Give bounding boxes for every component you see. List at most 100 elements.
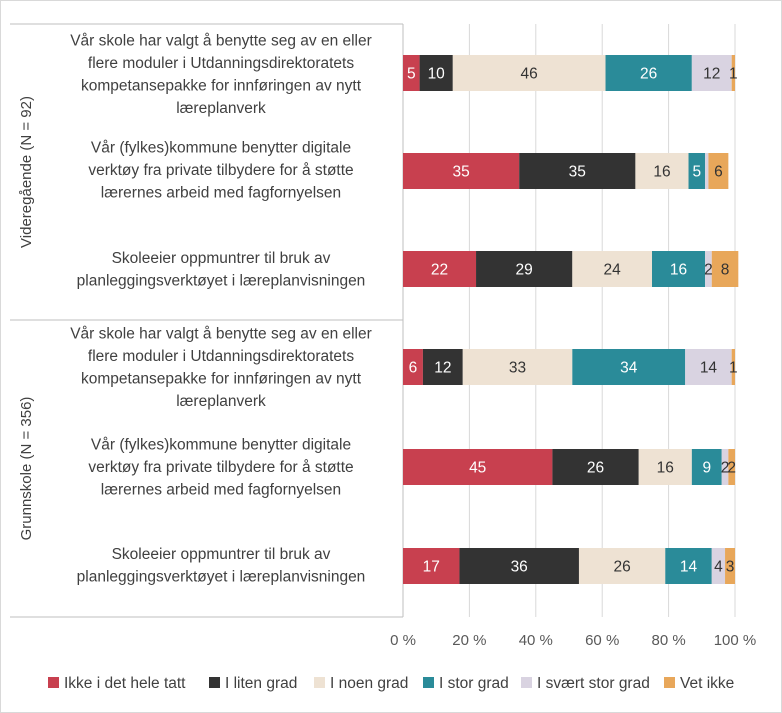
category-label-line: Skoleeier oppmuntrer til bruk av (112, 546, 331, 563)
category-label-line: Vår (fylkes)kommune benytter digitale (91, 140, 351, 157)
data-label: 26 (587, 460, 604, 477)
data-label: 29 (516, 262, 533, 279)
legend-label: I svært stor grad (537, 675, 650, 692)
bar-segment (403, 548, 460, 584)
data-label: 35 (452, 164, 469, 181)
bar-segment (459, 548, 579, 584)
legend-label: I stor grad (439, 675, 509, 692)
data-label: 1 (729, 360, 738, 377)
bar-segment (711, 251, 739, 287)
category-label-line: lærernes arbeid med fagfornyelsen (101, 185, 341, 202)
data-label: 10 (428, 66, 446, 83)
bar-segment (403, 449, 553, 485)
bar-segment (403, 153, 520, 189)
category-label-line: Vår skole har valgt å benytte seg av en … (70, 325, 372, 342)
group-label: Grunnskole (N = 356) (18, 397, 35, 541)
bar-segment (572, 349, 686, 385)
data-label: 33 (509, 360, 526, 377)
data-label: 34 (620, 360, 638, 377)
category-label-line: kompetansepakke for innføringen av nytt (81, 77, 362, 94)
data-label: 2 (727, 460, 736, 477)
category-label: Vår (fylkes)kommune benytter digitale ver… (88, 437, 353, 499)
category-label-line: planleggingsverktøyet i læreplanvisninge… (77, 568, 366, 585)
data-label: 22 (431, 262, 448, 279)
legend-swatch (209, 677, 220, 688)
category-label: Vår skole har valgt å benytte seg av en … (70, 32, 372, 117)
category-labels: Vår skole har valgt å benytte seg av en … (70, 32, 372, 585)
bar-segment (403, 55, 420, 91)
data-label: 14 (700, 360, 718, 377)
x-tick-label: 100 % (714, 632, 757, 649)
category-label-line: Vår (fylkes)kommune benytter digitale (91, 437, 351, 454)
data-label: 16 (657, 460, 674, 477)
bar-segment (605, 55, 692, 91)
bar-segment (721, 449, 729, 485)
category-label-line: planleggingsverktøyet i læreplanvisninge… (77, 272, 366, 289)
legend-label: I liten grad (225, 675, 297, 692)
data-label: 2 (721, 460, 730, 477)
gridlines (468, 24, 736, 617)
category-label-line: flere moduler i Utdanningsdirektoratets (88, 55, 354, 72)
bar-segment (708, 153, 729, 189)
x-tick-label: 0 % (390, 632, 416, 649)
category-label: Vår (fylkes)kommune benytter digitale ver… (88, 140, 353, 202)
data-label: 16 (670, 262, 687, 279)
bar-segment (452, 55, 606, 91)
data-label: 24 (604, 262, 622, 279)
bar-segment (462, 349, 573, 385)
bar-segment (731, 55, 735, 91)
legend-label: I noen grad (330, 675, 408, 692)
category-label: Vår skole har valgt å benytte seg av en … (70, 325, 372, 410)
x-tick-label: 20 % (452, 632, 486, 649)
category-label-line: Vår skole har valgt å benytte seg av en … (70, 32, 372, 49)
legend-swatch (48, 677, 59, 688)
data-label: 5 (407, 66, 416, 83)
legend: Ikke i det hele tatt I liten grad I noen g… (48, 675, 734, 692)
bar-segment (725, 548, 735, 584)
data-label: 26 (613, 559, 630, 576)
data-label: 5 (693, 164, 702, 181)
x-tick-labels: 0 % 20 % 40 % 60 % 80 % 100 % (390, 632, 756, 649)
category-label-line: kompetansepakke for innføringen av nytt (81, 370, 362, 387)
bar-segment (705, 153, 709, 189)
category-label: Skoleeier oppmuntrer til bruk av planlegg… (77, 250, 366, 290)
bar-segment (728, 449, 735, 485)
x-tick-label: 60 % (585, 632, 619, 649)
data-label: 1 (729, 66, 738, 83)
data-label: 14 (680, 559, 698, 576)
x-tick-label: 80 % (651, 632, 685, 649)
bar-segment (572, 251, 652, 287)
category-label-line: læreplanverk (176, 393, 266, 410)
bar-segment (519, 153, 636, 189)
category-label-line: verktøy fra private tilbydere for å støt… (88, 459, 353, 476)
data-label: 12 (434, 360, 451, 377)
bar-segment (711, 548, 726, 584)
bar-segment (688, 153, 706, 189)
legend-swatch (521, 677, 532, 688)
bar-segment (635, 153, 689, 189)
data-label: 2 (704, 262, 713, 279)
bar-segment (652, 251, 706, 287)
legend-swatch (423, 677, 434, 688)
bar-segment (403, 349, 423, 385)
bar-segment (665, 548, 712, 584)
bar-segment (691, 449, 722, 485)
data-labels: 5 10 46 26 12 135 35 16 5 622 29 24 16 2 86 12 33 34 14 145… (407, 66, 738, 576)
bar-segment (419, 55, 453, 91)
bar-segment (578, 548, 666, 584)
category-label-line: verktøy fra private tilbydere for å støt… (88, 162, 353, 179)
data-label: 36 (511, 559, 528, 576)
data-label: 45 (469, 460, 486, 477)
bar-segment (552, 449, 639, 485)
bar-segment (691, 55, 732, 91)
group-label: Videregående (N = 92) (18, 96, 35, 248)
bar-segment (705, 251, 712, 287)
data-label: 6 (714, 164, 723, 181)
bars (403, 55, 739, 584)
data-label: 6 (409, 360, 418, 377)
legend-label: Ikke i det hele tatt (64, 675, 186, 692)
category-label-line: flere moduler i Utdanningsdirektoratets (88, 348, 354, 365)
bar-segment (685, 349, 732, 385)
category-label: Skoleeier oppmuntrer til bruk av planlegg… (77, 546, 366, 586)
category-label-line: læreplanverk (176, 100, 266, 117)
